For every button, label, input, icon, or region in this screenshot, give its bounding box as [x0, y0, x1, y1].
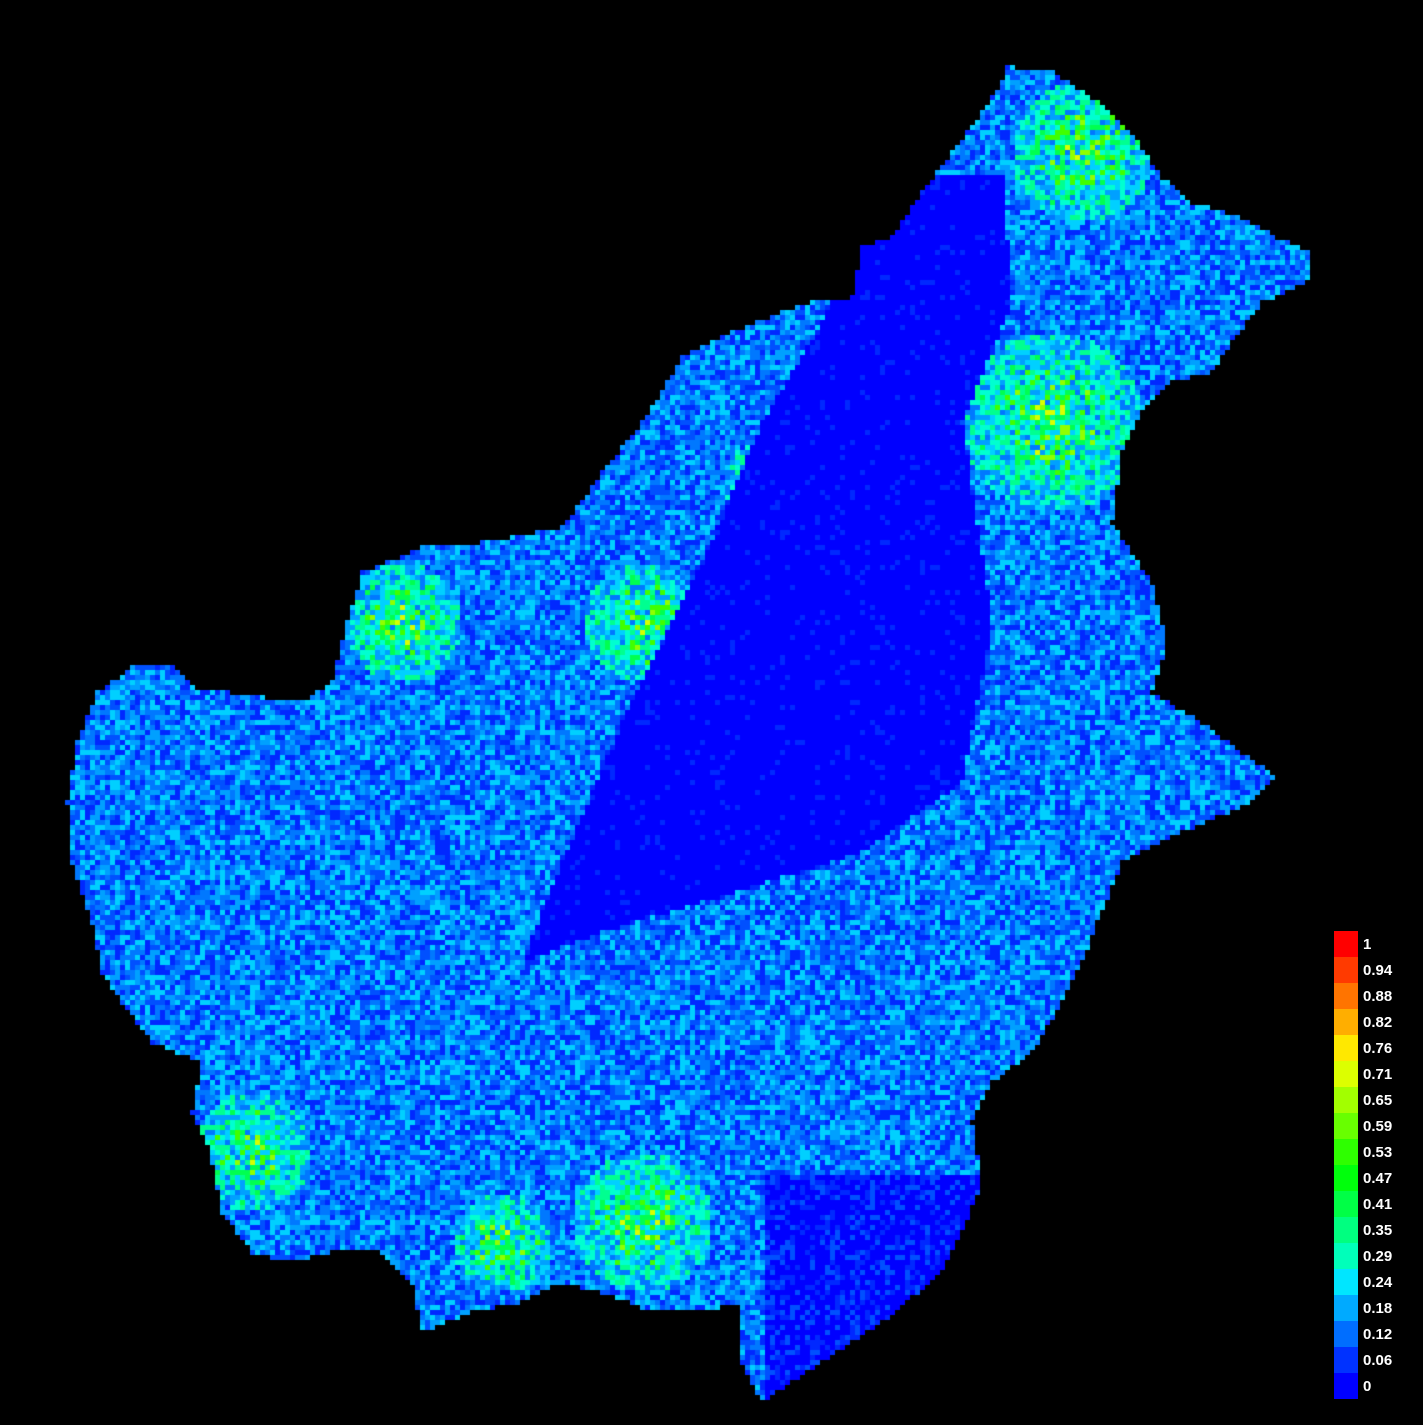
legend-label: 0.88 — [1363, 987, 1393, 1005]
legend-label: 0.82 — [1363, 1013, 1393, 1031]
legend-swatch — [1334, 1217, 1358, 1243]
legend-entry: 0.06 — [1334, 1347, 1392, 1373]
legend-entry: 0.24 — [1334, 1269, 1392, 1295]
legend-label: 0.06 — [1363, 1351, 1393, 1369]
legend-entry: 0.29 — [1334, 1243, 1392, 1269]
legend-swatch — [1334, 1269, 1358, 1295]
legend-swatch — [1334, 1061, 1358, 1087]
legend-label: 0.47 — [1363, 1169, 1393, 1187]
legend-label: 0.76 — [1363, 1039, 1393, 1057]
legend-swatch — [1334, 1191, 1358, 1217]
legend-label: 0.18 — [1363, 1299, 1393, 1317]
legend-entry: 0.12 — [1334, 1321, 1392, 1347]
legend-label: 0.94 — [1363, 961, 1393, 979]
legend-swatch — [1334, 1113, 1358, 1139]
legend-entry: 0.59 — [1334, 1113, 1392, 1139]
legend-swatch — [1334, 1243, 1358, 1269]
legend-swatch — [1334, 1347, 1358, 1373]
legend-label: 0.35 — [1363, 1221, 1393, 1239]
legend-swatch — [1334, 1035, 1358, 1061]
legend-entry: 0.47 — [1334, 1165, 1392, 1191]
legend-entry: 0.35 — [1334, 1217, 1392, 1243]
legend-label: 0.41 — [1363, 1195, 1393, 1213]
legend-entry: 0.53 — [1334, 1139, 1392, 1165]
legend-entry: 0 — [1334, 1373, 1371, 1399]
legend-label: 0.59 — [1363, 1117, 1393, 1135]
legend-label: 0.24 — [1363, 1273, 1393, 1291]
legend-entry: 1 — [1334, 931, 1371, 957]
legend-entry: 0.94 — [1334, 957, 1392, 983]
legend-entry: 0.88 — [1334, 983, 1392, 1009]
legend-swatch — [1334, 1087, 1358, 1113]
legend-swatch — [1334, 1295, 1358, 1321]
legend-entry: 0.18 — [1334, 1295, 1392, 1321]
legend-swatch — [1334, 957, 1358, 983]
legend-swatch — [1334, 1321, 1358, 1347]
legend-label: 0.12 — [1363, 1325, 1393, 1343]
legend-entry: 0.41 — [1334, 1191, 1392, 1217]
legend-entry: 0.65 — [1334, 1087, 1392, 1113]
legend-swatch — [1334, 1009, 1358, 1035]
legend-entry: 0.71 — [1334, 1061, 1392, 1087]
legend-label: 0 — [1363, 1377, 1372, 1395]
legend-label: 1 — [1363, 935, 1372, 953]
legend-entry: 0.76 — [1334, 1035, 1392, 1061]
legend-swatch — [1334, 1139, 1358, 1165]
legend-label: 0.65 — [1363, 1091, 1393, 1109]
legend-label: 0.29 — [1363, 1247, 1393, 1265]
legend-swatch — [1334, 1165, 1358, 1191]
legend-swatch — [1334, 931, 1358, 957]
legend-label: 0.71 — [1363, 1065, 1393, 1083]
legend-swatch — [1334, 983, 1358, 1009]
legend-swatch — [1334, 1373, 1358, 1399]
legend-entry: 0.82 — [1334, 1009, 1392, 1035]
legend-label: 0.53 — [1363, 1143, 1393, 1161]
